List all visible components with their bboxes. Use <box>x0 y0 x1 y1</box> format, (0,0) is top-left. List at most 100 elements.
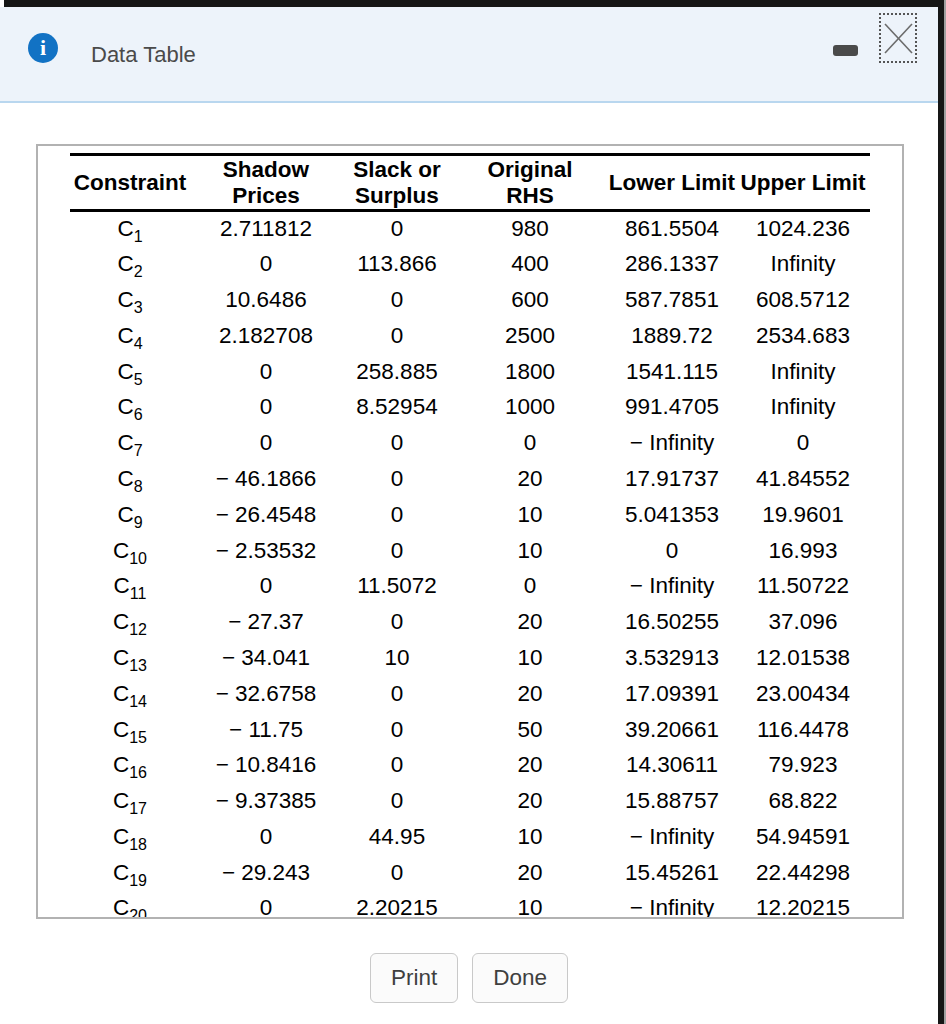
value-cell: 0 <box>190 389 342 425</box>
constraint-letter: C <box>113 788 129 813</box>
value-cell: 980 <box>452 211 608 247</box>
constraint-cell: C11 <box>70 568 190 604</box>
window-right-border <box>938 0 946 1024</box>
info-icon: i <box>28 33 58 63</box>
value-cell: 10 <box>452 497 608 533</box>
column-header-upper-limit: Upper Limit <box>736 155 870 211</box>
constraint-cell: C14 <box>70 676 190 712</box>
value-cell: 20 <box>452 783 608 819</box>
value-cell: 0 <box>342 425 452 461</box>
value-cell: 68.822 <box>736 783 870 819</box>
constraint-letter: C <box>117 502 133 527</box>
value-cell: 600 <box>452 282 608 318</box>
value-cell: 17.91737 <box>608 461 736 497</box>
value-cell: 11.50722 <box>736 568 870 604</box>
value-cell: 0 <box>342 282 452 318</box>
constraint-letter: C <box>117 466 133 491</box>
constraint-letter: C <box>113 717 129 742</box>
constraint-letter: C <box>117 251 133 276</box>
value-cell: 0 <box>342 497 452 533</box>
data-table-panel: ConstraintShadowPricesSlack orSurplusOri… <box>36 144 904 919</box>
constraint-letter: C <box>113 895 129 919</box>
constraint-cell: C12 <box>70 604 190 640</box>
constraint-subscript: 7 <box>134 442 143 459</box>
constraint-cell: C3 <box>70 282 190 318</box>
value-cell: 20 <box>452 855 608 891</box>
value-cell: 12.20215 <box>736 891 870 919</box>
constraint-subscript: 15 <box>129 729 147 746</box>
minimize-button[interactable] <box>833 45 858 56</box>
window-top-border <box>4 0 946 7</box>
value-cell: 19.9601 <box>736 497 870 533</box>
value-cell: 54.94591 <box>736 819 870 855</box>
value-cell: 0 <box>342 318 452 354</box>
value-cell: 79.923 <box>736 747 870 783</box>
value-cell: − 27.37 <box>190 604 342 640</box>
table-row: C15− 11.7505039.20661116.4478 <box>70 712 870 748</box>
value-cell: 15.45261 <box>608 855 736 891</box>
value-cell: − Infinity <box>608 568 736 604</box>
constraint-cell: C19 <box>70 855 190 891</box>
constraint-subscript: 5 <box>134 371 143 388</box>
column-header-line: Surplus <box>342 183 452 209</box>
value-cell: 0 <box>342 211 452 247</box>
column-header-shadow-prices: ShadowPrices <box>190 155 342 211</box>
table-row: C2002.2021510− Infinity12.20215 <box>70 891 870 919</box>
value-cell: 39.20661 <box>608 712 736 748</box>
constraint-subscript: 13 <box>129 657 147 674</box>
value-cell: 3.532913 <box>608 640 736 676</box>
constraint-subscript: 14 <box>129 693 147 710</box>
value-cell: 991.4705 <box>608 389 736 425</box>
value-cell: 41.84552 <box>736 461 870 497</box>
constraint-subscript: 3 <box>134 299 143 316</box>
constraint-subscript: 18 <box>129 836 147 853</box>
constraint-subscript: 20 <box>129 907 147 919</box>
value-cell: 1024.236 <box>736 211 870 247</box>
constraint-letter: C <box>117 394 133 419</box>
table-row: C13− 34.04110103.53291312.01538 <box>70 640 870 676</box>
value-cell: − 32.6758 <box>190 676 342 712</box>
value-cell: 0 <box>342 783 452 819</box>
constraint-letter: C <box>117 216 133 241</box>
table-row: C608.529541000991.4705Infinity <box>70 389 870 425</box>
done-button[interactable]: Done <box>472 953 568 1003</box>
value-cell: − 2.53532 <box>190 533 342 569</box>
value-cell: − 9.37385 <box>190 783 342 819</box>
table-row: C17 − 9.3738502015.8875768.822 <box>70 783 870 819</box>
constraint-letter: C <box>113 824 129 849</box>
table-row: C19− 29.24302015.4526122.44298 <box>70 855 870 891</box>
column-header-line: Prices <box>190 183 342 209</box>
value-cell: 0 <box>452 425 608 461</box>
value-cell: 37.096 <box>736 604 870 640</box>
value-cell: 23.00434 <box>736 676 870 712</box>
value-cell: 22.44298 <box>736 855 870 891</box>
value-cell: − Infinity <box>608 425 736 461</box>
constraint-letter: C <box>113 645 129 670</box>
value-cell: − 34.041 <box>190 640 342 676</box>
value-cell: 2534.683 <box>736 318 870 354</box>
value-cell: 44.95 <box>342 819 452 855</box>
column-header-slack-or-surplus: Slack orSurplus <box>342 155 452 211</box>
value-cell: 10 <box>452 819 608 855</box>
constraint-letter: C <box>117 287 133 312</box>
dialog-titlebar: i Data Table <box>0 7 938 103</box>
constraint-cell: C6 <box>70 389 190 425</box>
value-cell: 17.09391 <box>608 676 736 712</box>
constraint-subscript: 12 <box>129 621 147 638</box>
constraint-subscript: 17 <box>129 800 147 817</box>
constraint-cell: C16 <box>70 747 190 783</box>
value-cell: 0 <box>342 712 452 748</box>
constraint-subscript: 6 <box>134 406 143 423</box>
print-button[interactable]: Print <box>370 953 458 1003</box>
value-cell: 15.88757 <box>608 783 736 819</box>
value-cell: − Infinity <box>608 891 736 919</box>
dialog-buttons: Print Done <box>0 953 938 1003</box>
table-row: C20113.866400286.1337Infinity <box>70 246 870 282</box>
value-cell: 11.5072 <box>342 568 452 604</box>
value-cell: − 26.4548 <box>190 497 342 533</box>
close-button[interactable] <box>879 13 917 63</box>
value-cell: Infinity <box>736 354 870 390</box>
constraint-subscript: 9 <box>134 514 143 531</box>
constraints-table: ConstraintShadowPricesSlack orSurplusOri… <box>70 153 870 919</box>
table-row: C16− 10.841602014.3061179.923 <box>70 747 870 783</box>
